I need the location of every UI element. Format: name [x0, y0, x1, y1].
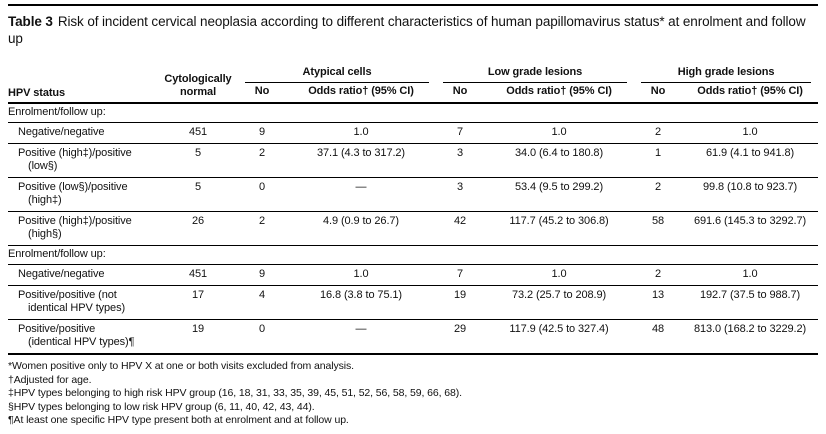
cell-odds-ratio: 1.0: [484, 122, 635, 144]
row-label: Negative/negative: [8, 122, 158, 144]
table-row: Positive (low§)/positive (high‡) 5 0—3 53.4…: [8, 177, 819, 212]
column-header-odds-ratio: Odds ratio† (95% CI): [308, 85, 414, 97]
cell-no: 29: [436, 319, 485, 355]
footnote: ¶At least one specific HPV type present …: [8, 414, 349, 426]
cell-no: 13: [634, 285, 683, 320]
column-header-cytologically-normal: Cytologically normal: [164, 73, 232, 98]
table-row: Positive/positive (not identical HPV typ…: [8, 285, 819, 320]
cell-odds-ratio: 4.9 (0.9 to 26.7): [286, 211, 437, 246]
cell-no: 2: [634, 177, 683, 212]
table-row: Negative/negative 451 9 1.0 7 1.0 2 1.0: [8, 264, 819, 286]
cell-odds-ratio: 1.0: [286, 264, 437, 286]
column-header-no: No: [254, 85, 270, 97]
footnote: §HPV types belonging to low risk HPV gro…: [8, 400, 315, 413]
cell-odds-ratio: 37.1 (4.3 to 317.2): [286, 143, 437, 178]
row-label: Positive (low§)/positive (high‡): [8, 177, 158, 212]
cell-odds-ratio: 34.0 (6.4 to 180.8): [484, 143, 635, 178]
table-header: HPV status Cytologically normal Atypical…: [8, 58, 819, 103]
cell-cytologically-normal: 5: [158, 143, 238, 178]
section-header-row: Enrolment/follow up:: [8, 103, 819, 123]
header-row-groups: HPV status Cytologically normal Atypical…: [8, 58, 818, 99]
column-group-low-grade-lesions: Low grade lesions: [436, 58, 634, 83]
footnote: *Women positive only to HPV X at one or …: [8, 360, 354, 372]
table-row: Positive (high‡)/positive (low§) 5 2 37.1 (…: [8, 143, 819, 178]
cell-no: 2: [634, 122, 683, 144]
cell-odds-ratio: 117.9 (42.5 to 327.4): [484, 319, 635, 355]
column-group-high-grade-lesions: High grade lesions: [634, 58, 818, 83]
column-header-no: No: [452, 85, 468, 97]
cell-no: 48: [634, 319, 683, 355]
cell-cytologically-normal: 17: [158, 285, 238, 320]
row-label: Positive/positive (identical HPV types)¶: [8, 319, 158, 355]
cell-odds-ratio: —: [286, 177, 437, 212]
cell-no: 1: [634, 143, 683, 178]
table-title-label: Table 3: [8, 14, 53, 29]
cell-odds-ratio: 1.0: [286, 122, 437, 144]
cell-odds-ratio: 691.6 (145.3 to 3292.7): [682, 211, 819, 246]
table-body: Enrolment/follow up: Negative/negative 451…: [8, 103, 819, 355]
cell-no: 7: [436, 264, 485, 286]
cell-cytologically-normal: 5: [158, 177, 238, 212]
row-label: Positive (high‡)/positive (high§): [8, 211, 158, 246]
cell-no: 9: [238, 264, 286, 286]
cell-no: 4: [238, 285, 286, 320]
cell-no: 0: [238, 177, 286, 212]
column-group-atypical-cells: Atypical cells: [238, 58, 436, 83]
cell-no: 2: [238, 143, 286, 178]
cell-no: 19: [436, 285, 485, 320]
table-title: Table 3 Risk of incident cervical neoplas…: [8, 13, 808, 47]
cell-no: 0: [238, 319, 286, 355]
cell-cytologically-normal: 19: [158, 319, 238, 355]
cell-no: 58: [634, 211, 683, 246]
cell-cytologically-normal: 451: [158, 264, 238, 286]
row-label: Negative/negative: [8, 264, 158, 286]
cell-no: 2: [238, 211, 286, 246]
cell-odds-ratio: 73.2 (25.7 to 208.9): [484, 285, 635, 320]
cell-odds-ratio: 53.4 (9.5 to 299.2): [484, 177, 635, 212]
table-row: Positive/positive (identical HPV types)¶…: [8, 319, 819, 355]
cell-cytologically-normal: 451: [158, 122, 238, 144]
cell-no: 3: [436, 143, 485, 178]
section-header-label: Enrolment/follow up:: [8, 103, 819, 123]
row-label: Positive (high‡)/positive (low§): [8, 143, 158, 178]
cell-odds-ratio: 1.0: [682, 264, 819, 286]
footnote: †Adjusted for age.: [8, 373, 92, 386]
table-row: Negative/negative 451 9 1.0 7 1.0 2 1.0: [8, 122, 819, 144]
cell-odds-ratio: —: [286, 319, 437, 355]
table-title-text: Risk of incident cervical neoplasia acco…: [8, 14, 806, 46]
cell-odds-ratio: 99.8 (10.8 to 923.7): [682, 177, 819, 212]
section-header-label: Enrolment/follow up:: [8, 245, 819, 265]
header-row-subcolumns: No Odds ratio† (95% CI) No Odds ratio† (…: [8, 83, 818, 103]
column-header-no: No: [650, 85, 666, 97]
column-header-odds-ratio: Odds ratio† (95% CI): [506, 85, 612, 97]
cell-odds-ratio: 1.0: [484, 264, 635, 286]
column-header-hpv-status: HPV status: [8, 87, 66, 99]
cell-no: 9: [238, 122, 286, 144]
footnotes: *Women positive only to HPV X at one or …: [8, 360, 818, 428]
cell-cytologically-normal: 26: [158, 211, 238, 246]
cell-odds-ratio: 117.7 (45.2 to 306.8): [484, 211, 635, 246]
cell-odds-ratio: 1.0: [682, 122, 819, 144]
section-header-row: Enrolment/follow up:: [8, 245, 819, 265]
cell-odds-ratio: 61.9 (4.1 to 941.8): [682, 143, 819, 178]
cell-no: 3: [436, 177, 485, 212]
row-label: Positive/positive (not identical HPV typ…: [8, 285, 158, 320]
table-row: Positive (high‡)/positive (high§) 26 2 4.9 …: [8, 211, 819, 246]
cell-odds-ratio: 813.0 (168.2 to 3229.2): [682, 319, 819, 355]
footnote: ‡HPV types belonging to high risk HPV gr…: [8, 387, 462, 399]
cell-no: 2: [634, 264, 683, 286]
cell-odds-ratio: 192.7 (37.5 to 988.7): [682, 285, 819, 320]
top-rule: [8, 4, 818, 6]
column-header-odds-ratio: Odds ratio† (95% CI): [697, 85, 803, 97]
cell-odds-ratio: 16.8 (3.8 to 75.1): [286, 285, 437, 320]
cell-no: 42: [436, 211, 485, 246]
results-table: HPV status Cytologically normal Atypical…: [8, 58, 819, 355]
cell-no: 7: [436, 122, 485, 144]
